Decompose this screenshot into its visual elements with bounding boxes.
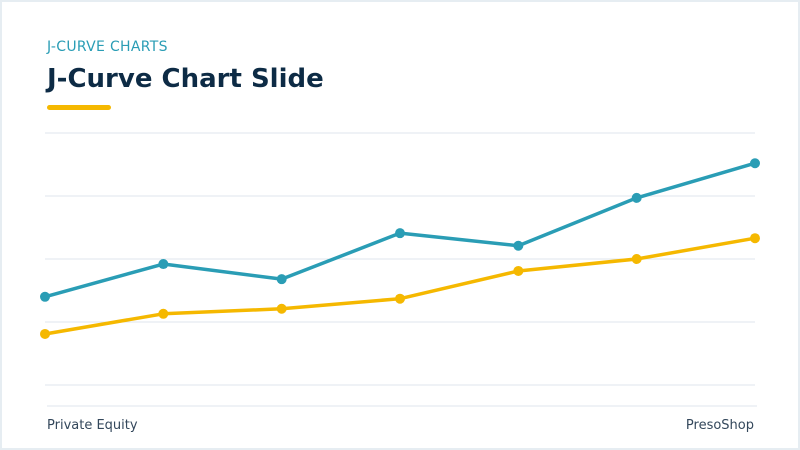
title-underline <box>47 105 111 110</box>
data-point <box>513 265 524 276</box>
footer-right: PresoShop <box>685 418 754 433</box>
series-line <box>44 236 756 336</box>
kicker: J-CURVE CHARTS <box>47 39 168 55</box>
data-point <box>750 233 760 244</box>
data-point <box>276 303 287 314</box>
data-point <box>631 254 642 264</box>
data-point <box>631 192 642 203</box>
data-point <box>40 291 50 302</box>
data-point <box>158 259 169 270</box>
footer-left: Private Equity <box>47 418 138 433</box>
slide-title: J-Curve Chart Slide <box>47 64 324 94</box>
data-point <box>513 240 524 251</box>
data-point <box>395 293 405 304</box>
data-point <box>40 328 50 339</box>
data-point <box>750 158 760 169</box>
data-point <box>158 308 169 319</box>
data-point <box>276 274 287 285</box>
data-point <box>395 228 405 239</box>
